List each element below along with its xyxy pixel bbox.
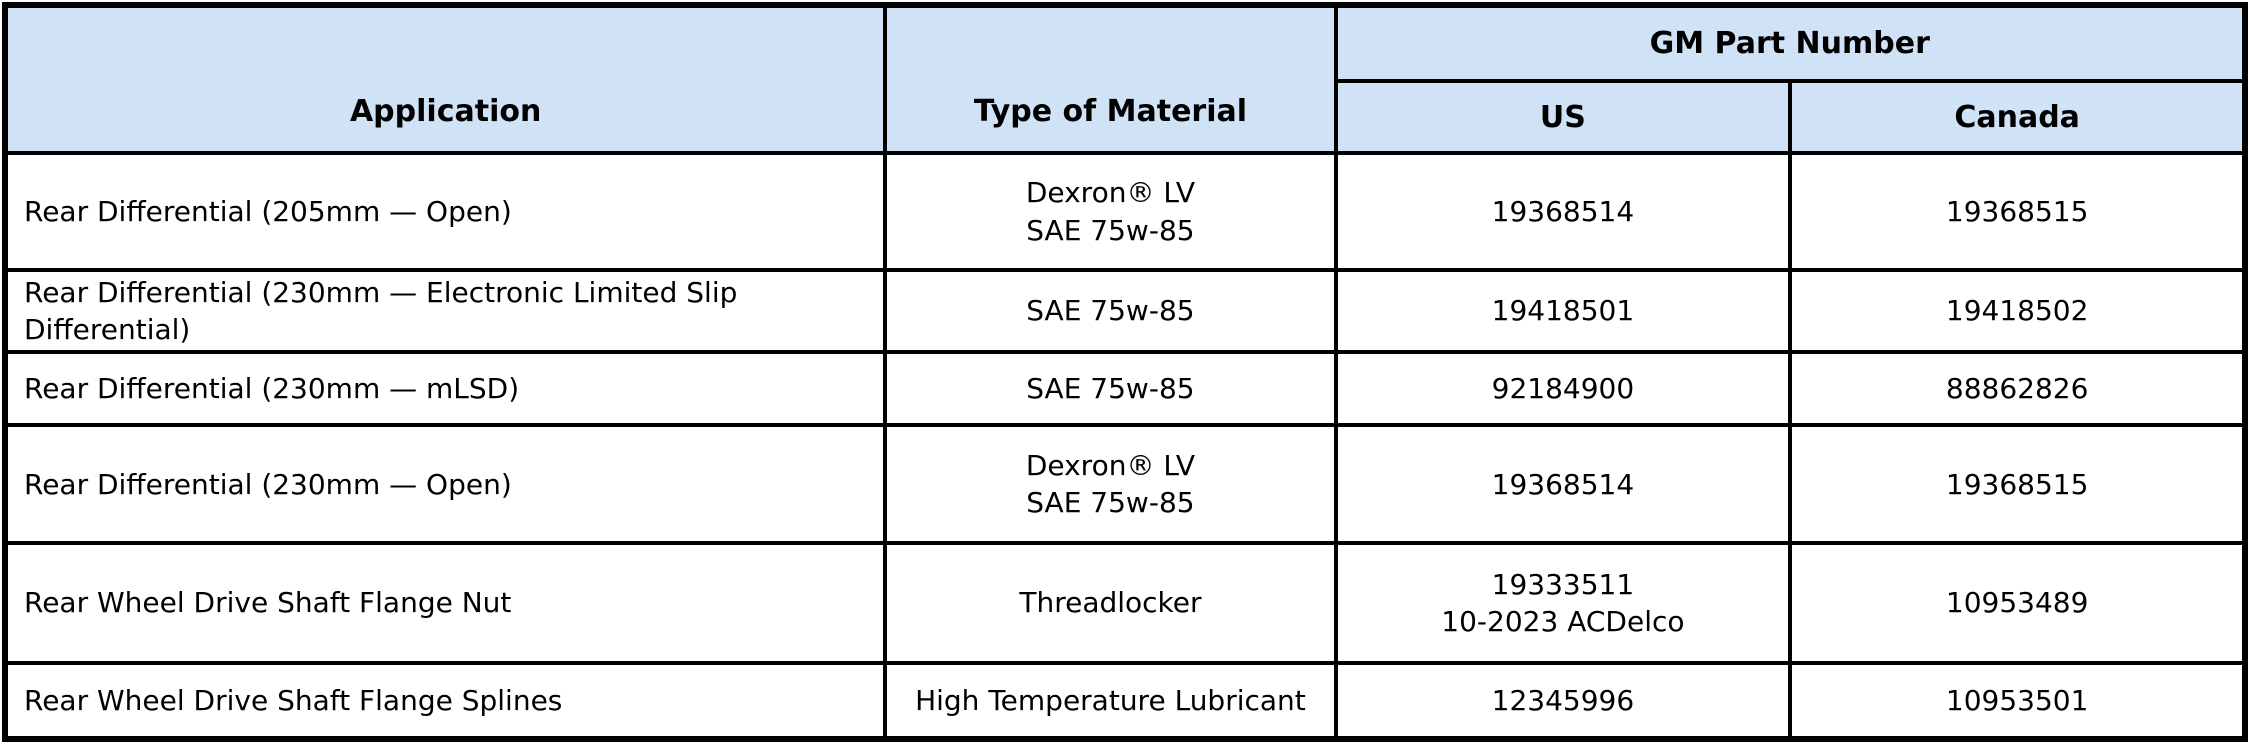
cell-application: Rear Differential (230mm — Electronic Li…	[2, 268, 888, 355]
cell-type-of-material: Dexron® LV SAE 75w-85	[883, 423, 1338, 546]
cell-application: Rear Differential (230mm — Open)	[2, 423, 888, 546]
header-type-of-material: Type of Material	[883, 3, 1338, 155]
header-row-top: Application Type of Material GM Part Num…	[2, 3, 2248, 155]
cell-us-part-number: 19333511 10-2023 ACDelco	[1333, 541, 1793, 665]
table-row: Rear Differential (230mm — mLSD) SAE 75w…	[2, 350, 2247, 428]
table-row: Rear Wheel Drive Shaft Flange Splines Hi…	[2, 660, 2247, 742]
table-row: Rear Wheel Drive Shaft Flange Nut Thread…	[2, 541, 2247, 665]
canada-part-line: 19368515	[1945, 194, 2089, 228]
cell-us-part-number: 92184900	[1333, 350, 1793, 428]
us-part-line: 12345996	[1491, 683, 1635, 717]
cell-application: Rear Differential (205mm — Open)	[2, 150, 888, 273]
cell-us-part-number: 19418501	[1333, 268, 1793, 355]
cell-type-of-material: SAE 75w-85	[883, 268, 1338, 355]
cell-application: Rear Differential (230mm — mLSD)	[2, 350, 888, 428]
header-row-bottom: US Canada	[5, 79, 2247, 155]
cell-us-part-number: 19368514	[1333, 423, 1793, 546]
us-part-line: 19368514	[1491, 467, 1635, 501]
material-line: Dexron® LV	[1025, 449, 1196, 483]
header-us: US	[1333, 79, 1793, 155]
us-part-line: 92184900	[1491, 372, 1635, 406]
us-part-line: 19418501	[1491, 294, 1635, 328]
canada-part-line: 19418502	[1945, 294, 2089, 328]
canada-part-line: 10953501	[1945, 683, 2089, 717]
us-part-line: 19333511	[1491, 567, 1635, 601]
material-line: Dexron® LV	[1025, 176, 1196, 210]
table-row: Rear Differential (205mm — Open) Dexron®…	[2, 150, 2247, 273]
us-part-line: 19368514	[1491, 194, 1635, 228]
material-line: SAE 75w-85	[1026, 486, 1195, 520]
canada-part-line: 88862826	[1945, 372, 2089, 406]
table-row: Rear Differential (230mm — Open) Dexron®…	[2, 423, 2247, 546]
material-line: SAE 75w-85	[1026, 213, 1195, 247]
material-line: SAE 75w-85	[1026, 372, 1195, 406]
us-part-line: 10-2023 ACDelco	[1441, 605, 1685, 639]
cell-application: Rear Wheel Drive Shaft Flange Nut	[2, 541, 888, 665]
material-line: Threadlocker	[1019, 586, 1202, 620]
cell-type-of-material: Threadlocker	[883, 541, 1338, 665]
header-application: Application	[2, 3, 888, 155]
cell-canada-part-number: 10953489	[1788, 541, 2247, 665]
cell-canada-part-number: 19368515	[1788, 150, 2247, 273]
cell-us-part-number: 19368514	[1333, 150, 1793, 273]
cell-canada-part-number: 19418502	[1788, 268, 2247, 355]
cell-type-of-material: High Temperature Lubricant	[883, 660, 1338, 742]
cell-type-of-material: Dexron® LV SAE 75w-85	[883, 150, 1338, 273]
cell-application: Rear Wheel Drive Shaft Flange Splines	[2, 660, 888, 742]
table-header: Application Type of Material GM Part Num…	[2, 3, 2248, 155]
cell-canada-part-number: 19368515	[1788, 423, 2247, 546]
cell-canada-part-number: 88862826	[1788, 350, 2247, 428]
header-canada: Canada	[1788, 79, 2247, 155]
cell-canada-part-number: 10953501	[1788, 660, 2247, 742]
material-line: SAE 75w-85	[1026, 294, 1195, 328]
canada-part-line: 19368515	[1945, 467, 2089, 501]
table-row: Rear Differential (230mm — Electronic Li…	[2, 268, 2247, 355]
material-line: High Temperature Lubricant	[915, 683, 1306, 717]
cell-us-part-number: 12345996	[1333, 660, 1793, 742]
canada-part-line: 10953489	[1945, 586, 2089, 620]
table-body: Rear Differential (205mm — Open) Dexron®…	[2, 150, 2247, 742]
cell-type-of-material: SAE 75w-85	[883, 350, 1338, 428]
header-gm-part-number: GM Part Number	[1333, 3, 2248, 83]
